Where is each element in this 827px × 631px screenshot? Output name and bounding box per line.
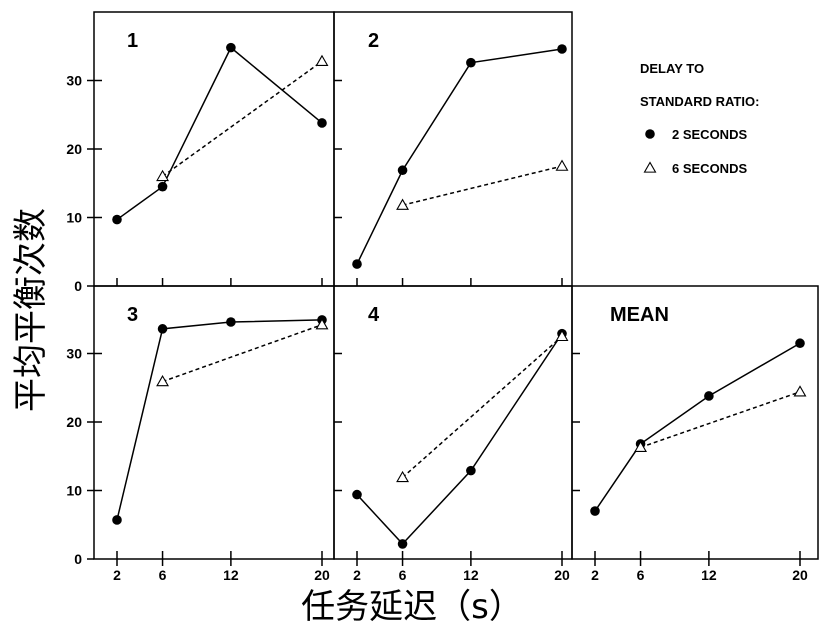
panel-3: 3 bbox=[112, 304, 329, 525]
panel-mean: MEAN bbox=[590, 304, 807, 516]
legend: DELAY TO STANDARD RATIO: 2 SECONDS 6 SEC… bbox=[640, 61, 759, 176]
series-line-6-seconds bbox=[162, 324, 323, 383]
data-point-2-seconds bbox=[557, 44, 567, 54]
plot-layer: 1 2 3 4 MEAN bbox=[112, 30, 807, 549]
data-point-6-seconds bbox=[396, 198, 410, 210]
series-line-6-seconds bbox=[640, 391, 801, 449]
panel-label: 1 bbox=[127, 30, 138, 52]
series-line-2-seconds bbox=[594, 342, 801, 512]
panel-label: 2 bbox=[368, 30, 379, 52]
data-point-6-seconds bbox=[315, 54, 329, 66]
x-tick-label: 12 bbox=[701, 567, 717, 583]
panel-label: 3 bbox=[127, 304, 138, 326]
data-point-6-seconds bbox=[156, 169, 170, 182]
panel-2: 2 bbox=[352, 30, 569, 269]
series-line-2-seconds bbox=[116, 46, 323, 221]
legend-title-line-2: STANDARD RATIO: bbox=[640, 94, 759, 109]
series-line-6-seconds bbox=[162, 60, 323, 178]
data-point-2-seconds bbox=[645, 129, 655, 139]
panel-label: 4 bbox=[368, 304, 380, 326]
x-tick-label: 6 bbox=[637, 567, 645, 583]
series-line-6-seconds bbox=[402, 335, 563, 479]
series-line-2-seconds bbox=[356, 48, 563, 265]
data-point-2-seconds bbox=[226, 317, 236, 327]
panel-label: MEAN bbox=[610, 304, 669, 326]
data-point-6-seconds bbox=[555, 159, 569, 171]
data-point-2-seconds bbox=[317, 118, 327, 128]
panel-4: 4 bbox=[352, 304, 569, 549]
data-point-2-seconds bbox=[112, 515, 122, 525]
x-tick-label: 2 bbox=[113, 567, 121, 583]
data-point-2-seconds bbox=[157, 324, 168, 334]
data-point-2-seconds bbox=[466, 57, 476, 68]
data-point-2-seconds bbox=[352, 489, 362, 500]
y-tick-label: 20 bbox=[66, 414, 82, 430]
x-tick-label: 6 bbox=[399, 567, 407, 583]
legend-entry-2-seconds: 2 SECONDS bbox=[672, 127, 747, 142]
data-point-6-seconds bbox=[634, 440, 648, 453]
data-point-6-seconds bbox=[315, 318, 329, 330]
x-tick-label: 12 bbox=[223, 567, 239, 583]
data-point-2-seconds bbox=[466, 465, 476, 476]
data-point-2-seconds bbox=[397, 165, 408, 176]
legend-title-line-1: DELAY TO bbox=[640, 61, 704, 76]
panel-frame-1 bbox=[93, 11, 335, 287]
data-point-2-seconds bbox=[397, 539, 408, 549]
panel-frame-4 bbox=[333, 285, 573, 560]
data-point-2-seconds bbox=[704, 391, 714, 401]
x-tick-label: 20 bbox=[314, 567, 330, 583]
data-point-6-seconds bbox=[156, 374, 170, 387]
data-point-6-seconds bbox=[793, 385, 807, 397]
data-point-6-seconds bbox=[643, 161, 657, 173]
y-tick-label: 20 bbox=[66, 141, 82, 157]
panel-1: 1 bbox=[112, 30, 329, 225]
x-tick-label: 2 bbox=[353, 567, 361, 583]
panel-frame-3 bbox=[93, 285, 335, 560]
tick-layer: 0 10 20 30 0 10 20 30 2 6 12 20 2 6 12 20 2 6 12 20 bbox=[66, 73, 808, 584]
legend-entry-6-seconds: 6 SECONDS bbox=[672, 161, 747, 176]
x-tick-label: 12 bbox=[463, 567, 479, 583]
y-tick-label: 30 bbox=[66, 73, 82, 89]
x-tick-label: 6 bbox=[159, 567, 167, 583]
data-point-2-seconds bbox=[112, 214, 122, 225]
data-point-6-seconds bbox=[396, 470, 410, 483]
data-point-6-seconds bbox=[555, 329, 569, 342]
series-line-6-seconds bbox=[402, 165, 563, 206]
x-tick-label: 20 bbox=[554, 567, 570, 583]
data-point-2-seconds bbox=[352, 259, 362, 269]
y-tick-label: 30 bbox=[66, 346, 82, 362]
series-line-2-seconds bbox=[356, 333, 563, 546]
x-tick-label: 20 bbox=[792, 567, 808, 583]
y-axis-title: 平均平衡次数 bbox=[11, 208, 51, 412]
x-tick-label: 2 bbox=[591, 567, 599, 583]
y-tick-label: 0 bbox=[74, 551, 82, 567]
y-tick-label: 10 bbox=[66, 210, 82, 226]
data-point-2-seconds bbox=[157, 181, 168, 192]
data-point-2-seconds bbox=[590, 506, 600, 516]
panel-frame-mean bbox=[571, 285, 819, 560]
y-tick-label: 10 bbox=[66, 483, 82, 499]
data-point-2-seconds bbox=[795, 338, 805, 349]
y-tick-label: 0 bbox=[74, 278, 82, 294]
data-point-2-seconds bbox=[226, 42, 236, 53]
x-axis-title: 任务延迟（s） bbox=[301, 587, 523, 627]
series-line-2-seconds bbox=[116, 319, 323, 521]
